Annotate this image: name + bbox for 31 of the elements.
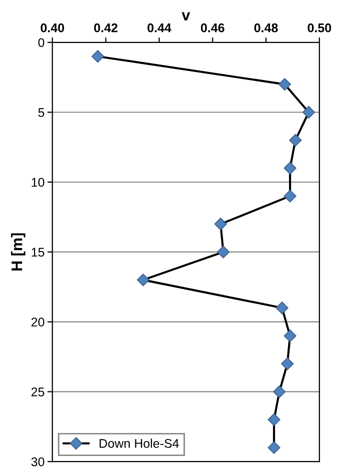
point [278, 78, 292, 91]
point [216, 246, 230, 258]
y-tick-label: 30 [31, 457, 44, 466]
point [284, 190, 296, 202]
y-tick-label: 15 [32, 248, 44, 257]
x-tick-label: 0.40 [40, 23, 64, 32]
y-tick-label: 25 [31, 388, 44, 396]
x-tick-label: 0.50 [308, 23, 332, 32]
y-tick-label: 5 [38, 108, 44, 117]
legend-label: Down Hole-S4 [100, 438, 179, 448]
point [302, 106, 316, 119]
y-axis-title: H [m] [11, 233, 26, 270]
point [289, 134, 302, 147]
point [268, 441, 280, 454]
x-tick-label: 0.46 [200, 23, 224, 32]
point [273, 385, 286, 398]
point [284, 162, 296, 174]
y-tick-label: 0 [38, 38, 44, 48]
x-tick-label: 0.48 [254, 23, 278, 32]
point [136, 274, 150, 286]
x-tick-label: 0.44 [148, 23, 172, 32]
point [91, 50, 104, 63]
y-tick-label: 20 [31, 318, 44, 326]
point [214, 218, 227, 230]
point [284, 330, 296, 342]
point [268, 413, 280, 426]
y-tick-label: 10 [32, 178, 44, 187]
point [281, 357, 294, 370]
x-axis-title: v [182, 12, 190, 20]
point [276, 302, 288, 314]
x-tick-label: 0.42 [94, 23, 118, 32]
